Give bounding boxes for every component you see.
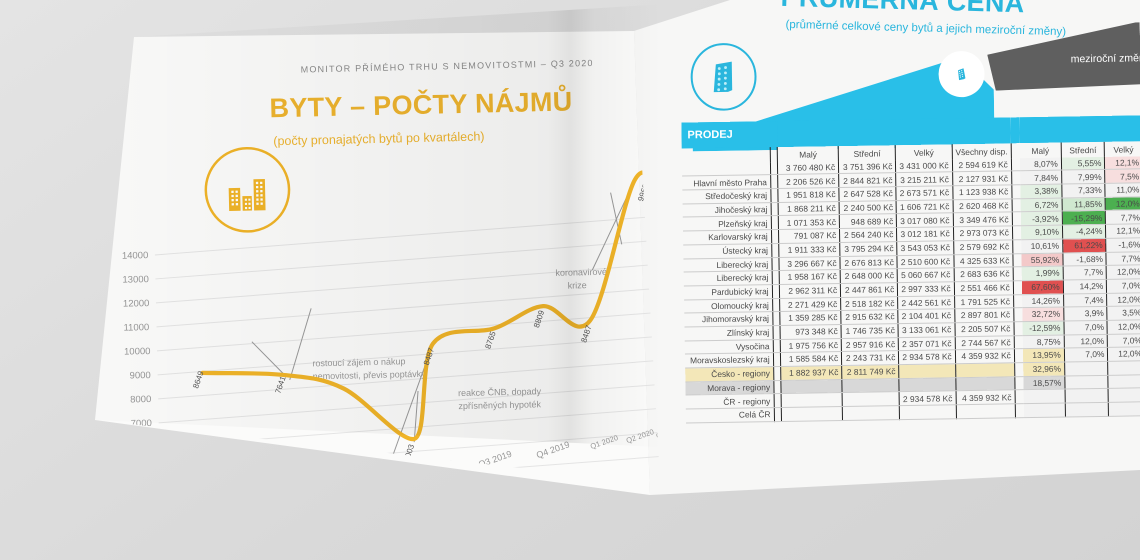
svg-text:reakce ČNB, dopady: reakce ČNB, dopady (458, 386, 542, 398)
svg-text:9000: 9000 (129, 370, 150, 381)
svg-text:7641: 7641 (273, 375, 287, 395)
svg-text:8809: 8809 (532, 309, 546, 329)
svg-text:8487: 8487 (422, 346, 436, 366)
svg-text:Q4 2019: Q4 2019 (535, 439, 571, 460)
svg-text:10000: 10000 (124, 346, 151, 358)
svg-text:14000: 14000 (122, 250, 149, 262)
svg-text:Q1 2019: Q1 2019 (362, 467, 398, 488)
svg-text:12000: 12000 (123, 298, 150, 310)
svg-text:krize: krize (568, 280, 587, 290)
svg-text:8765: 8765 (483, 330, 497, 350)
svg-text:Q3 2018: Q3 2018 (236, 487, 272, 508)
svg-text:11000: 11000 (123, 322, 149, 334)
svg-text:4000: 4000 (132, 490, 153, 501)
svg-text:Q1 2020: Q1 2020 (589, 433, 619, 451)
svg-text:7000: 7000 (131, 418, 152, 429)
svg-text:rostoucí zájem o nákup: rostoucí zájem o nákup (312, 356, 405, 368)
svg-text:8000: 8000 (130, 394, 151, 405)
svg-text:5000: 5000 (132, 466, 153, 477)
svg-text:6000: 6000 (131, 442, 152, 453)
svg-text:koronavirové: koronavirové (555, 267, 607, 278)
svg-text:Q2 2018: Q2 2018 (178, 495, 214, 516)
svg-text:13000: 13000 (122, 274, 149, 286)
svg-text:Q4 2018: Q4 2018 (304, 477, 340, 498)
svg-text:zpřísněných hypoték: zpřísněných hypoték (458, 399, 541, 411)
svg-text:Q2 2020: Q2 2020 (625, 427, 655, 445)
